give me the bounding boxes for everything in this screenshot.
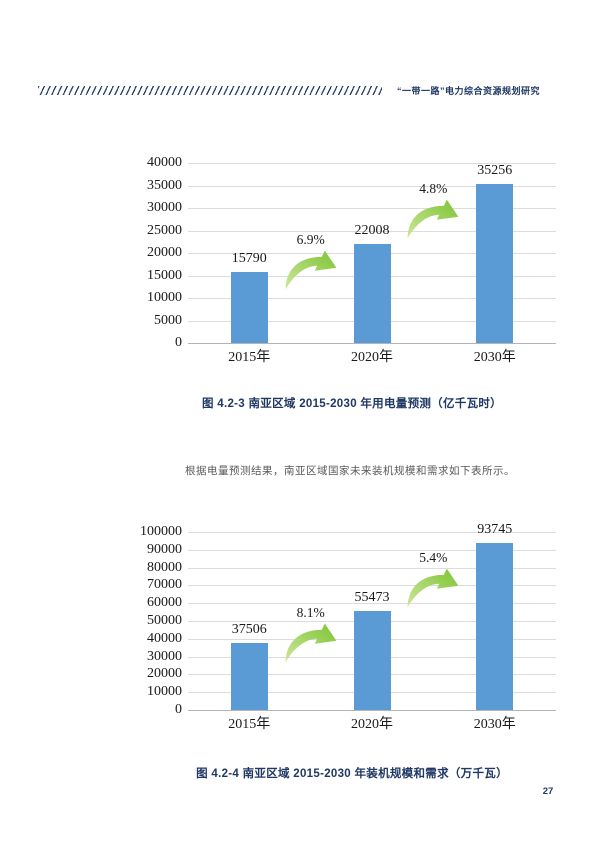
gridline <box>188 208 556 209</box>
y-tick-label: 0 <box>175 702 182 717</box>
figure-4-2-4-chart: 37506 2015年 55473 2020年 93745 2030年 8.1% 5.4% 0 1… <box>140 520 564 756</box>
gridline <box>188 549 556 551</box>
y-tick-label: 70000 <box>147 577 182 593</box>
bar <box>353 244 391 343</box>
header-hatch-rule <box>38 85 382 95</box>
y-tick-label: 10000 <box>147 684 182 700</box>
y-tick-label: 90000 <box>147 541 182 557</box>
growth-rate-label: 8.1% <box>296 605 325 620</box>
x-axis-line <box>188 343 556 344</box>
gridline <box>188 532 556 533</box>
y-tick-label: 35000 <box>147 177 182 193</box>
bar-value-label: 35256 <box>477 163 513 179</box>
growth-rate-label: 4.8% <box>419 181 448 196</box>
bar <box>230 271 268 343</box>
y-tick-label: 40000 <box>147 155 182 170</box>
growth-rate-label: 5.4% <box>419 550 448 565</box>
x-tick-label: 2030年 <box>473 350 516 365</box>
gridline <box>188 603 556 605</box>
figure-4-2-4-caption: 图 4.2-4 南亚区域 2015-2030 年装机规模和需求（万千瓦） <box>196 768 508 780</box>
y-tick-label: 10000 <box>147 290 182 305</box>
growth-arrow-icon <box>407 568 459 608</box>
gridline <box>188 163 556 164</box>
bar <box>476 184 514 343</box>
x-tick-label: 2020年 <box>351 350 393 365</box>
y-tick-label: 80000 <box>147 559 182 575</box>
gridline <box>188 585 556 587</box>
page-header: “一带一路”电力综合资源规划研究 <box>38 83 540 97</box>
y-tick-label: 100000 <box>140 524 182 539</box>
y-tick-label: 0 <box>175 335 182 350</box>
growth-arrow-icon <box>285 623 337 663</box>
x-tick-label: 2030年 <box>473 717 516 732</box>
running-head: “一带一路”电力综合资源规划研究 <box>396 85 540 96</box>
plot-area: 37506 2015年 55473 2020年 93745 2030年 8.1% 5.4% <box>188 522 556 732</box>
y-tick-label: 40000 <box>147 630 182 646</box>
growth-rate-label: 6.9% <box>296 232 325 247</box>
figure-4-2-3-chart: 15790 2015年 22008 2020年 35256 2030年 6.9% 4.8% 0 5… <box>140 152 564 388</box>
gridline <box>188 230 556 232</box>
page-number: 27 <box>542 786 554 797</box>
y-tick-label: 30000 <box>147 200 182 215</box>
bar <box>476 543 514 710</box>
bar <box>230 643 268 710</box>
y-tick-label: 15000 <box>147 267 182 283</box>
y-tick-label: 25000 <box>147 222 182 238</box>
bar <box>353 611 391 710</box>
bar-value-label: 22008 <box>354 223 390 238</box>
x-tick-label: 2015年 <box>228 350 271 365</box>
y-tick-label: 30000 <box>147 648 182 664</box>
bar-value-label: 93745 <box>477 522 513 538</box>
figure-4-2-3-caption: 图 4.2-3 南亚区域 2015-2030 年用电量预测（亿千瓦时） <box>202 398 502 410</box>
bar-value-label: 55473 <box>354 590 390 606</box>
y-tick-label: 20000 <box>147 245 182 260</box>
bar-value-label: 15790 <box>231 250 267 266</box>
y-tick-label: 20000 <box>147 666 182 682</box>
gridline <box>188 185 556 187</box>
gridline <box>188 567 556 569</box>
x-axis-line <box>188 710 556 711</box>
growth-arrow-icon <box>285 250 337 290</box>
y-tick-label: 50000 <box>147 613 182 628</box>
growth-arrow-icon <box>407 199 459 239</box>
body-paragraph: 根据电量预测结果，南亚区域国家未来装机规模和需求如下表所示。 <box>185 465 515 477</box>
plot-area: 15790 2015年 22008 2020年 35256 2030年 6.9% 4.8% <box>188 163 556 365</box>
x-tick-label: 2015年 <box>228 717 271 732</box>
bar-value-label: 37506 <box>231 622 267 638</box>
y-tick-label: 60000 <box>147 595 182 611</box>
x-tick-label: 2020年 <box>351 717 393 732</box>
y-tick-label: 5000 <box>154 312 182 328</box>
